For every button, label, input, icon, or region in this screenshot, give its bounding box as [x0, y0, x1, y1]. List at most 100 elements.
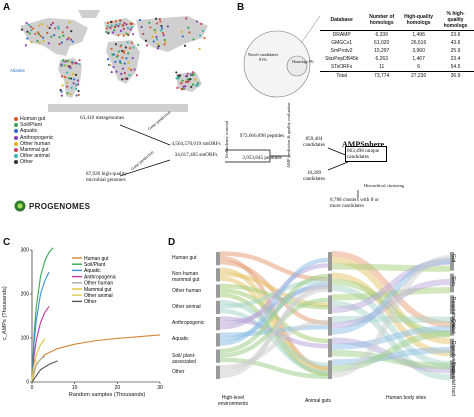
sample-dot — [106, 58, 110, 61]
sample-dot — [51, 21, 55, 25]
sankey-right-node — [450, 273, 454, 293]
sample-dot — [127, 61, 130, 64]
sample-dot — [192, 73, 195, 76]
series-line — [31, 247, 54, 383]
sample-dot — [41, 36, 45, 39]
sample-dot — [176, 86, 179, 90]
legend-item: Aquatic — [14, 128, 53, 134]
sample-dot — [63, 75, 67, 79]
table-cell: 15,297 — [374, 48, 390, 54]
chart-legend-label: Anthropogenic — [84, 274, 117, 280]
panel-b-letter: B — [237, 2, 245, 13]
sankey-left-label: Soil/ plant-associated — [172, 352, 196, 365]
chart-legend-label: Mammal gut — [84, 287, 112, 293]
sample-dot — [70, 30, 73, 33]
sample-dots — [20, 17, 206, 97]
table-cell: 26,616 — [410, 40, 427, 46]
sample-dot — [151, 35, 154, 38]
sample-dot — [138, 18, 141, 22]
sample-dot — [62, 58, 65, 62]
sample-dot — [29, 25, 32, 28]
sample-dot — [74, 73, 78, 76]
chart-legend-label: Other human — [84, 281, 113, 287]
sample-dot — [74, 83, 78, 87]
series-line — [31, 271, 50, 383]
sankey-flow — [331, 254, 451, 378]
chart-legend-label: Soil/Plant — [84, 262, 106, 268]
sample-dot — [58, 36, 61, 39]
sample-dot — [198, 47, 201, 51]
sample-dot — [184, 74, 188, 78]
sample-dot — [66, 85, 69, 88]
sample-dot — [115, 70, 118, 73]
legend-label: Other human — [20, 140, 51, 147]
sample-dot — [160, 27, 164, 30]
sample-dot — [203, 36, 206, 40]
legend-label: Soil/Plant — [20, 122, 42, 129]
sample-dot — [31, 27, 35, 30]
sankey-flow — [331, 349, 451, 370]
sample-dot — [58, 42, 61, 46]
sample-dot — [195, 20, 198, 23]
sankey-right-node — [450, 338, 454, 358]
sample-dot — [66, 26, 69, 29]
sample-dot — [129, 22, 132, 25]
sample-dot — [153, 28, 156, 32]
sample-dot — [115, 55, 119, 58]
sample-dot — [155, 22, 159, 25]
sankey-flow — [219, 308, 329, 375]
sample-dot — [177, 74, 180, 77]
sankey-mid-node — [328, 338, 332, 358]
table-row: STsORFs 11 6 54.5 — [320, 63, 474, 72]
sample-dot — [118, 22, 121, 25]
sankey-col-right: Human body sites — [385, 395, 427, 401]
sample-dot — [50, 23, 53, 26]
sample-dot — [163, 38, 166, 42]
sample-dot — [110, 47, 113, 50]
sample-dot — [175, 71, 178, 74]
sankey-right-node — [450, 317, 454, 336]
legend-swatch — [14, 160, 18, 165]
sample-dot — [123, 22, 126, 25]
sample-dot — [123, 62, 126, 65]
smorfs-bottom: 34,617,405 smORFs — [174, 152, 218, 158]
sample-dot — [65, 81, 69, 84]
sample-dot — [156, 42, 160, 46]
hier-clustering-label: Hierarchical clustering — [363, 183, 405, 188]
sample-dot — [148, 21, 151, 24]
sankey-right-label: Urogenital tract — [450, 362, 456, 397]
sankey-left-node — [216, 284, 220, 298]
sample-dot — [121, 67, 125, 70]
table-cell: 23.6 — [450, 32, 461, 38]
sample-dot — [60, 75, 64, 78]
sankey-flow — [219, 263, 329, 330]
series-line — [31, 306, 50, 383]
venn-novel-label: Novel candidates 91% — [247, 52, 279, 62]
table-header: High-quality homologs — [400, 10, 438, 31]
ampsphere-box: 863,498 unique candidates — [345, 146, 387, 162]
sample-dot — [77, 93, 80, 97]
sankey-right-label: Gut — [450, 254, 456, 263]
sample-dot — [194, 84, 198, 87]
sample-dot — [112, 53, 115, 56]
sample-dot — [67, 36, 70, 39]
sankey-left-node — [216, 300, 220, 314]
sample-dot — [30, 29, 33, 32]
sample-dot — [177, 76, 180, 79]
sample-dot — [128, 74, 131, 77]
sample-dot — [200, 22, 203, 26]
sankey-right-node — [450, 360, 454, 379]
inset-label: Atlantis — [10, 68, 26, 73]
sample-dot — [166, 25, 169, 28]
sample-dot — [114, 23, 117, 26]
table-cell: 61,020 — [374, 40, 390, 46]
x-tick-label: 10 — [72, 385, 78, 391]
sankey-mid-node — [328, 295, 332, 314]
progenomes-icon — [14, 200, 26, 212]
sample-dot — [37, 31, 40, 34]
sankey-mid-node — [328, 252, 332, 271]
sample-dot — [106, 21, 110, 25]
sample-dot — [72, 78, 76, 81]
sample-dot — [75, 87, 78, 90]
